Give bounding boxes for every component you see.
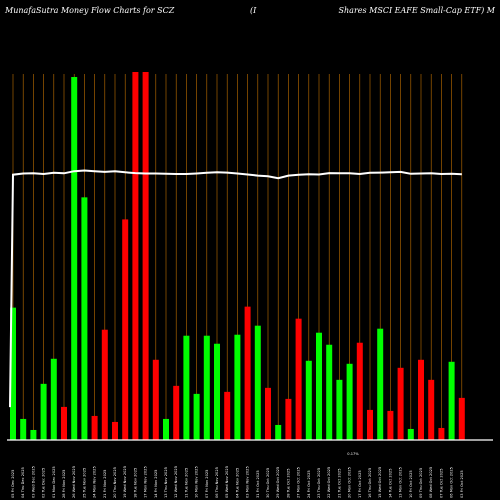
bar-19 [193, 393, 200, 440]
bar-36 [367, 409, 373, 440]
x-tick-label: 17 Mon Nov 2025 [144, 466, 148, 498]
bar-32 [326, 344, 333, 440]
bar-41 [418, 359, 424, 440]
x-tick-label: 04 Thu Dec 2025 [21, 467, 25, 498]
x-tick-label: 20 Mon Oct 2025 [348, 467, 352, 498]
x-tick-label: 19 Wed Nov 2025 [123, 466, 127, 498]
x-tick-label: 18 Tue Nov 2025 [133, 468, 137, 498]
bar-12 [122, 219, 129, 440]
bar-14 [142, 72, 149, 440]
x-tick-label: 20 Thu Nov 2025 [113, 467, 117, 498]
bar-40 [407, 428, 414, 440]
bar-34 [346, 363, 353, 440]
bar-2 [20, 418, 27, 440]
bar-45 [458, 397, 465, 440]
x-tick-label: 05 Fri Dec 2025 [11, 470, 15, 498]
bar-10 [101, 329, 108, 440]
x-tick-label: 09 Thu Oct 2025 [419, 468, 423, 498]
bar-25 [254, 325, 261, 440]
x-tick-label: 30 Thu Oct 2025 [266, 468, 270, 498]
x-tick-label: 24 Mon Nov 2025 [93, 466, 97, 498]
bars [10, 72, 465, 441]
bar-18 [183, 335, 190, 440]
x-tick-label: 21 Tue Oct 2025 [337, 469, 341, 499]
bar-26 [265, 387, 271, 440]
x-tick-label: 08 Wed Oct 2025 [429, 467, 433, 498]
x-tick-label: 07 Tue Oct 2025 [439, 469, 443, 499]
x-tick-label: 29 Wed Oct 2025 [276, 467, 280, 498]
bar-9 [91, 415, 98, 440]
bar-43 [438, 427, 445, 440]
bar-7 [71, 77, 78, 441]
x-tick-label: 12 Wed Nov 2025 [174, 466, 178, 498]
bar-8 [81, 197, 88, 440]
x-tick-label: 22 Wed Oct 2025 [327, 467, 331, 498]
bar-11 [112, 421, 118, 440]
bar-22 [224, 391, 231, 440]
x-tick-label: 17 Fri Oct 2025 [358, 470, 362, 498]
x-tick-label: 07 Fri Nov 2025 [205, 470, 209, 498]
bar-1 [10, 307, 16, 440]
bar-16 [163, 418, 169, 440]
x-tick-label: 24 Fri Oct 2025 [307, 470, 311, 498]
bar-29 [295, 318, 302, 440]
bar-17 [173, 385, 180, 440]
x-tick-label: 03 Fri Oct 2025 [460, 470, 464, 498]
bar-39 [397, 367, 404, 440]
x-tick-label: 28 Tue Oct 2025 [286, 469, 290, 499]
bar-20 [203, 335, 210, 440]
x-tick-label: 15 Wed Oct 2025 [378, 467, 382, 498]
bar-35 [356, 342, 363, 440]
bar-4 [40, 383, 47, 440]
x-tick-label: 27 Mon Oct 2025 [297, 467, 301, 498]
bar-31 [316, 332, 322, 440]
x-tick-label: 14 Fri Nov 2025 [154, 470, 158, 498]
x-tick-label: 05 Wed Nov 2025 [225, 466, 229, 498]
bar-28 [285, 398, 292, 440]
x-tick-label: 14 Tue Oct 2025 [388, 469, 392, 499]
bar-27 [275, 424, 282, 440]
x-tick-label: 21 Fri Nov 2025 [103, 470, 107, 498]
money-flow-line [9, 169, 462, 408]
bar-37 [377, 328, 384, 440]
x-tick-label: 13 Thu Nov 2025 [164, 467, 168, 498]
x-tick-label: 11 Tue Nov 2025 [184, 468, 188, 498]
bar-3 [30, 429, 37, 440]
x-tick-label: 28 Fri Nov 2025 [62, 470, 66, 498]
x-tick-label: 06 Thu Nov 2025 [215, 467, 219, 498]
bar-21 [214, 343, 220, 440]
chart-title-right: Shares MSCI EAFE Small-Cap ETF) M [339, 6, 496, 15]
x-tick-label: 16 Thu Oct 2025 [368, 468, 372, 498]
bar-24 [244, 306, 251, 440]
bar-44 [448, 361, 455, 440]
x-tick-label: 02 Tue Dec 2025 [42, 468, 46, 498]
bar-42 [428, 379, 435, 440]
x-tick-label: 03 Mon Nov 2025 [246, 466, 250, 498]
x-tick-label: 04 Tue Nov 2025 [235, 468, 239, 498]
x-tick-label: 10 Fri Oct 2025 [409, 470, 413, 498]
bar-15 [152, 359, 159, 440]
bar-5 [50, 358, 57, 440]
bar-38 [387, 410, 394, 440]
bar-13 [132, 72, 139, 440]
extra-label: 0.17% [347, 452, 359, 456]
x-tick-label: 31 Fri Oct 2025 [256, 470, 260, 498]
x-tick-label: 25 Tue Nov 2025 [82, 468, 86, 498]
x-tick-label: 13 Mon Oct 2025 [399, 467, 403, 498]
bar-30 [305, 360, 312, 440]
bar-23 [234, 334, 241, 440]
x-tick-label: 26 Wed Nov 2025 [72, 466, 76, 498]
x-tick-label: 06 Mon Oct 2025 [450, 467, 454, 498]
bar-33 [336, 379, 343, 440]
x-tick-label: 03 Wed Dec 2025 [31, 466, 35, 498]
chart-title-left: MunafaSutra Money Flow Charts for SCZ [4, 6, 175, 15]
x-tick-label: 01 Mon Dec 2025 [52, 466, 56, 498]
bar-6 [61, 406, 67, 440]
x-tick-labels: 05 Fri Dec 2025 04 Thu Dec 2025 03 Wed Dec… [11, 466, 464, 498]
x-tick-label: 10 Mon Nov 2025 [195, 466, 199, 498]
chart-title-middle: (I [250, 6, 257, 15]
x-tick-label: 23 Thu Oct 2025 [317, 468, 321, 498]
